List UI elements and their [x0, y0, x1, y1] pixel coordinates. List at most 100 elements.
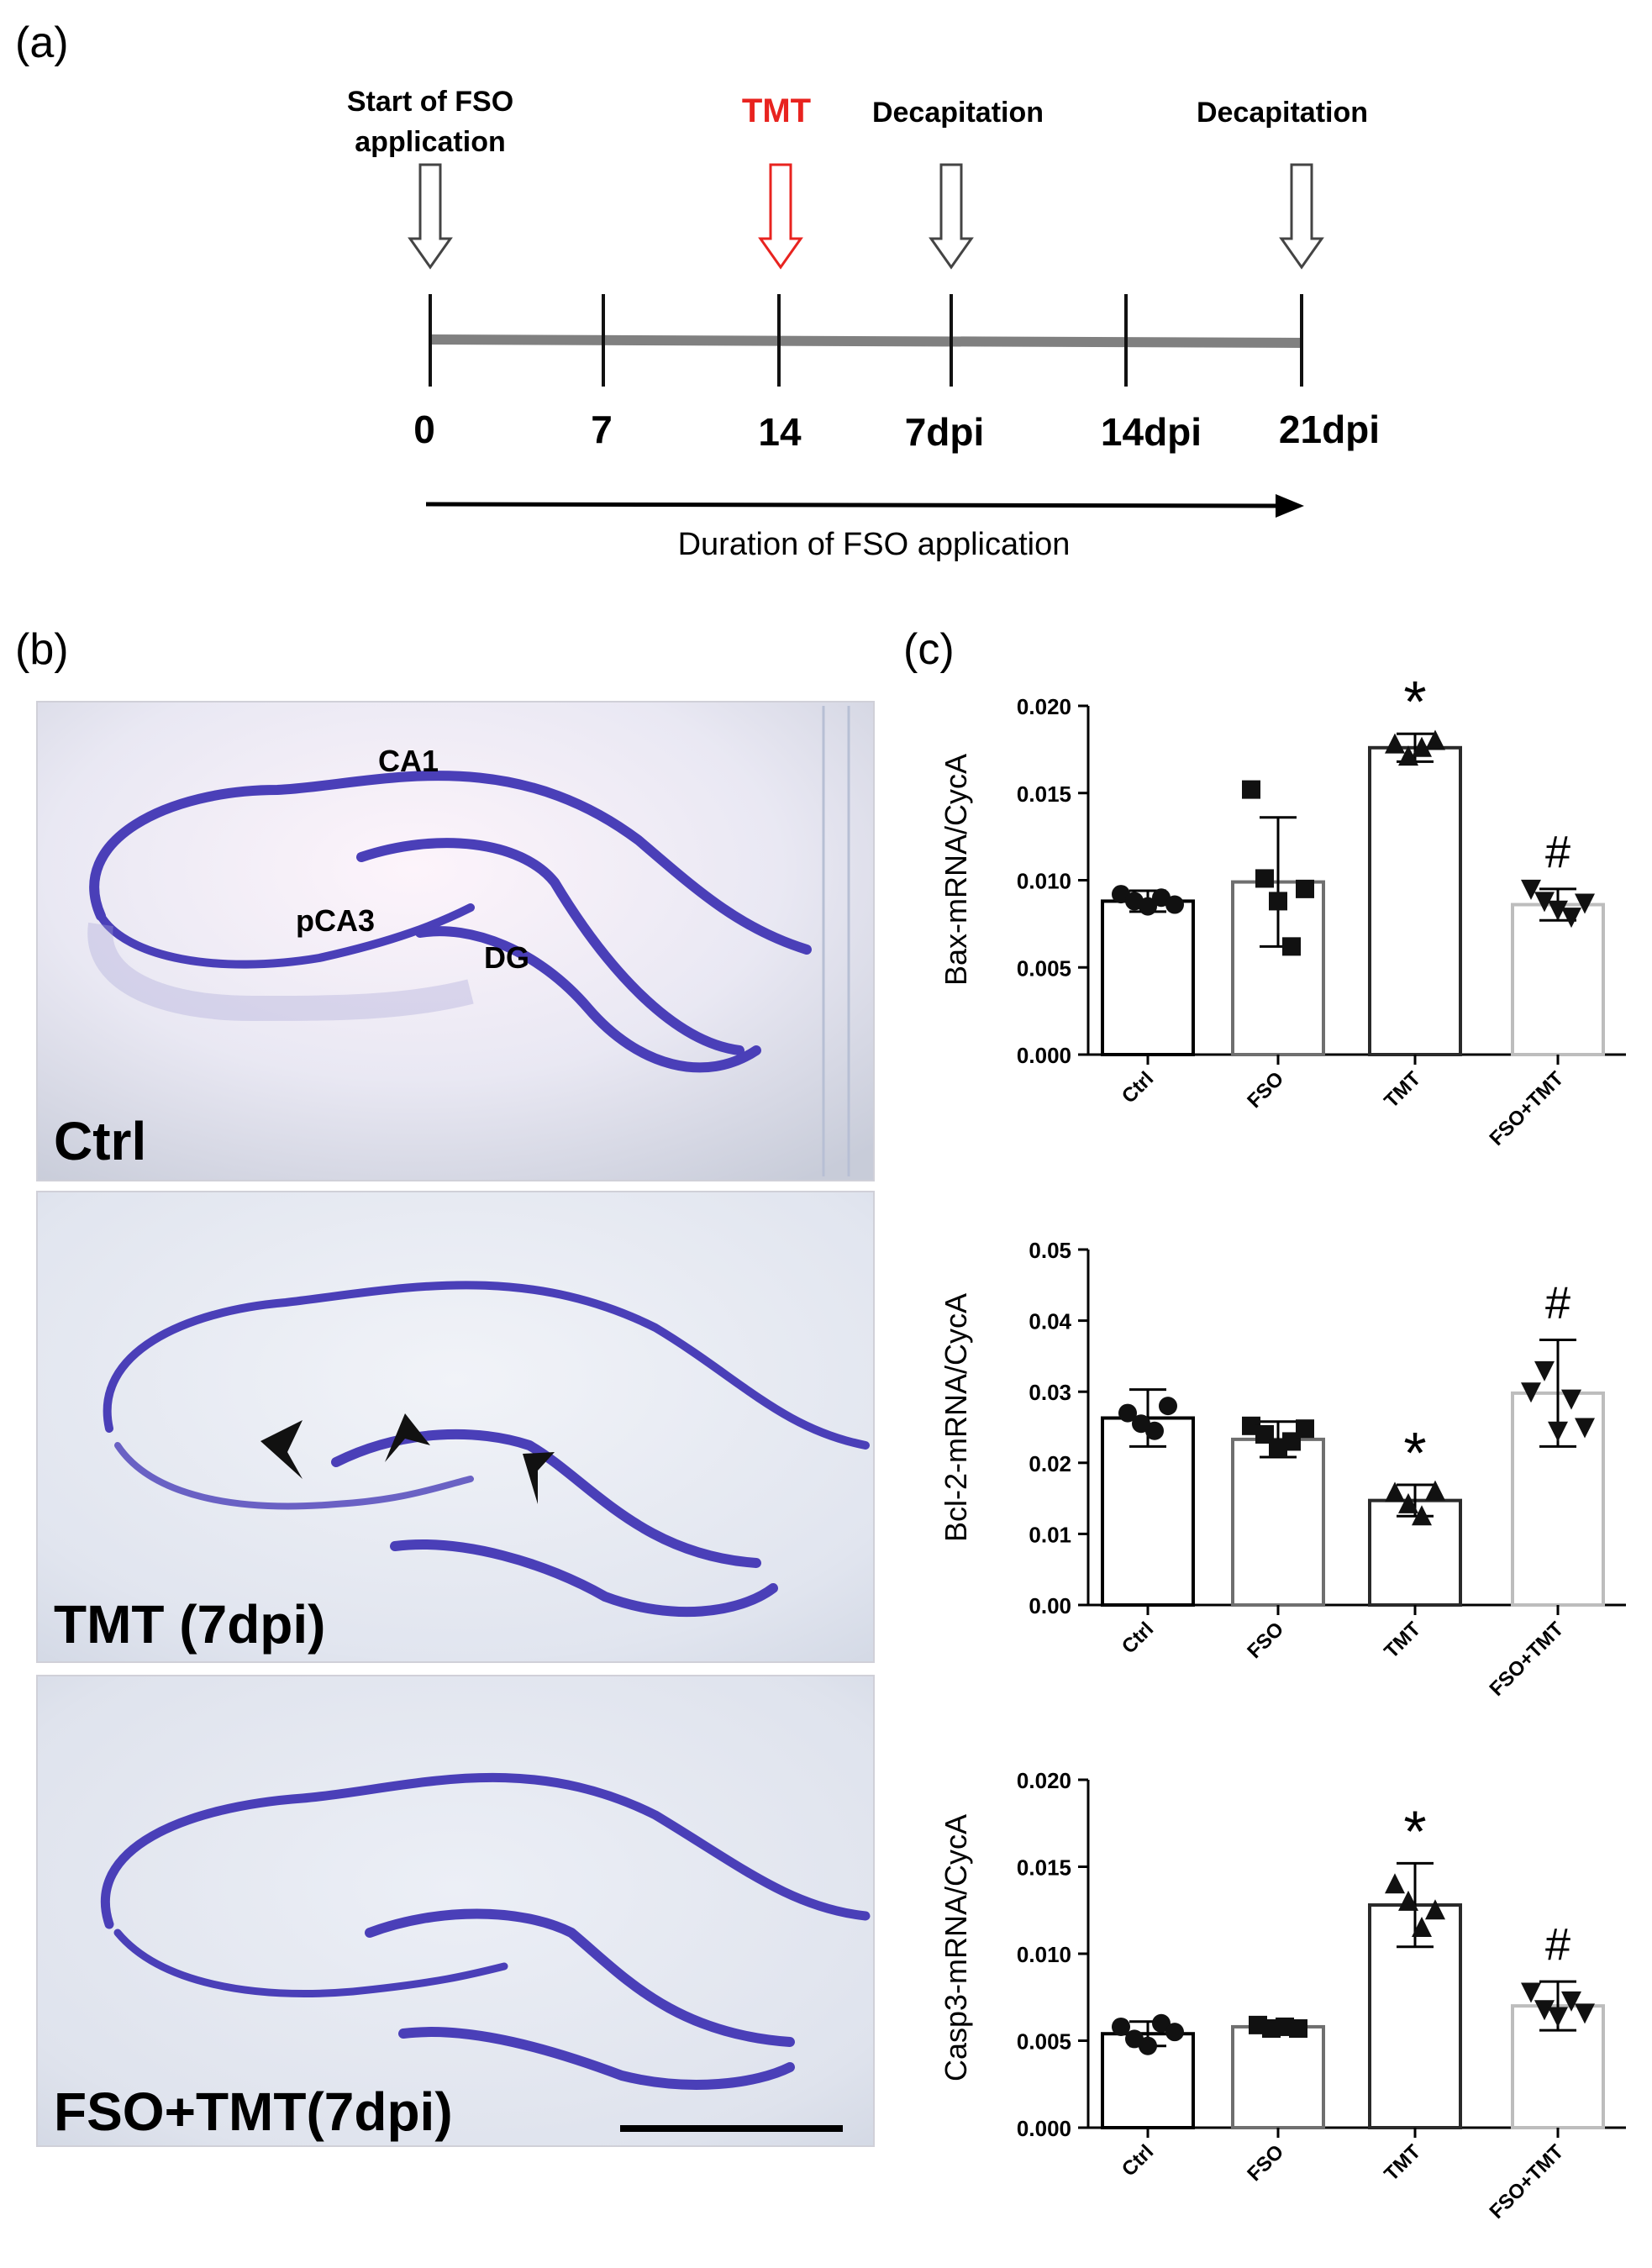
data-point: [1398, 1890, 1418, 1911]
timeline-tick-label-21dpi: 21dpi: [1279, 408, 1380, 451]
duration-arrowhead-icon: [1276, 494, 1304, 518]
y-tick-label: 0.03: [1029, 1380, 1071, 1405]
significance-star: *: [1403, 1798, 1426, 1864]
bar: [1511, 902, 1605, 1057]
bar: [1231, 2024, 1325, 2129]
data-point: [1255, 869, 1274, 888]
data-point: [1398, 1492, 1418, 1513]
data-point: [1521, 1382, 1541, 1403]
data-point: [1575, 1418, 1595, 1439]
micrograph-ctrl: CA1 pCA3 DG Ctrl: [36, 701, 875, 1181]
event-label-decapitation-7dpi: Decapitation: [872, 97, 1044, 129]
y-tick-label: 0.05: [1029, 1238, 1071, 1263]
bar: [1368, 745, 1462, 1056]
data-point: [1385, 1873, 1405, 1894]
data-point: [1521, 879, 1541, 900]
bar-chart-casp3: Casp3-mRNA/CycA 0.000 0.005 0.010 0.015 0.02…: [939, 1768, 1626, 2223]
panel-b-label: (b): [15, 625, 69, 674]
data-point: [1159, 1397, 1177, 1416]
data-point: [1561, 1389, 1581, 1410]
data-point: [1425, 1899, 1445, 1920]
y-axis-label: Bax-mRNA/CycA: [939, 754, 973, 986]
data-point: [1548, 900, 1568, 921]
data-point: [1561, 1991, 1581, 2012]
data-point: [1385, 1481, 1405, 1502]
y-tick-label: 0.000: [1017, 2116, 1071, 2141]
data-point: [1521, 1982, 1541, 2003]
event-label-decapitation-21dpi: Decapitation: [1197, 97, 1368, 129]
x-tick-label: FSO: [1243, 1067, 1288, 1113]
timeline-panel: Start of FSO application TMT Decapitatio…: [347, 86, 1380, 562]
y-tick-label: 0.020: [1017, 694, 1071, 719]
x-tick-label: FSO+TMT: [1485, 1618, 1568, 1701]
arrowhead-marker-2-icon: [385, 1413, 430, 1462]
data-point: [1112, 2017, 1130, 2036]
timeline-bar: [429, 334, 1302, 348]
data-point: [1534, 1360, 1555, 1381]
arrow-decapitation-7dpi-icon: [929, 163, 974, 270]
data-point: [1139, 897, 1157, 916]
y-axis-label: Casp3-mRNA/CycA: [939, 1814, 973, 2081]
bar: [1101, 899, 1195, 1057]
y-tick-label: 0.020: [1017, 1768, 1071, 1793]
y-tick-label: 0.04: [1029, 1309, 1071, 1334]
timeline-tick-label-14: 14: [758, 410, 802, 454]
data-point: [1296, 879, 1314, 898]
bar-chart-bax: Bax-mRNA/CycA 0.000 0.005 0.010 0.015 0.020 C…: [939, 669, 1626, 1150]
duration-arrow-line: [425, 502, 1282, 508]
micrograph-label-tmt: TMT (7dpi): [54, 1594, 325, 1655]
bar: [1231, 1437, 1325, 1607]
data-point: [1534, 2000, 1555, 2021]
region-label-ca1: CA1: [378, 744, 439, 778]
micrograph-tmt: TMT (7dpi): [36, 1191, 875, 1663]
y-tick-label: 0.010: [1017, 1942, 1071, 1967]
data-point: [1425, 729, 1445, 750]
significance-star: *: [1403, 669, 1426, 734]
timeline-ticks: [429, 294, 1303, 387]
micrograph-fso-tmt: FSO+TMT(7dpi): [36, 1675, 875, 2147]
y-tick-label: 0.010: [1017, 869, 1071, 894]
x-tick-label: FSO+TMT: [1485, 1067, 1568, 1150]
y-tick-label: 0.02: [1029, 1451, 1071, 1476]
region-label-dg: DG: [484, 940, 529, 975]
x-tick-label: Ctrl: [1118, 2140, 1158, 2181]
x-tick-label: FSO: [1243, 1618, 1288, 1663]
data-point: [1385, 733, 1405, 754]
data-point: [1575, 2003, 1595, 2024]
data-point: [1269, 892, 1287, 911]
event-label-tmt: TMT: [742, 92, 811, 129]
panel-c-label: (c): [903, 625, 955, 674]
data-point: [1425, 1480, 1445, 1501]
micrograph-label-ctrl: Ctrl: [54, 1111, 146, 1171]
data-point: [1165, 2023, 1184, 2042]
significance-hash: #: [1545, 1919, 1570, 1970]
panel-a-label: (a): [15, 18, 69, 67]
y-tick-label: 0.015: [1017, 781, 1071, 807]
arrow-fso-start-icon: [408, 163, 453, 270]
data-point: [1289, 2019, 1307, 2039]
micrograph-label-fso-tmt: FSO+TMT(7dpi): [54, 2081, 453, 2142]
x-tick-label: TMT: [1380, 1618, 1425, 1663]
y-tick-label: 0.01: [1029, 1522, 1071, 1547]
data-point: [1412, 1505, 1432, 1526]
data-point: [1152, 2013, 1171, 2033]
y-tick-label: 0.00: [1029, 1593, 1071, 1618]
x-tick-label: FSO: [1243, 2140, 1288, 2186]
x-tick-label: Ctrl: [1118, 1067, 1158, 1108]
data-point: [1165, 895, 1184, 914]
data-point: [1398, 745, 1418, 766]
data-point: [1534, 892, 1555, 913]
data-point: [1412, 736, 1432, 757]
arrow-decapitation-21dpi-icon: [1279, 163, 1324, 270]
event-label-fso-start-line1: Start of FSO: [347, 86, 513, 118]
x-tick-label: Ctrl: [1118, 1618, 1158, 1658]
significance-hash: #: [1545, 827, 1570, 877]
data-point: [1118, 1403, 1137, 1423]
data-point: [1145, 1421, 1164, 1440]
timeline-tick-label-7dpi: 7dpi: [905, 410, 985, 454]
arrowhead-marker-1-icon: [260, 1420, 303, 1479]
data-point: [1296, 1419, 1314, 1439]
y-tick-label: 0.000: [1017, 1043, 1071, 1068]
significance-hash: #: [1545, 1277, 1570, 1328]
